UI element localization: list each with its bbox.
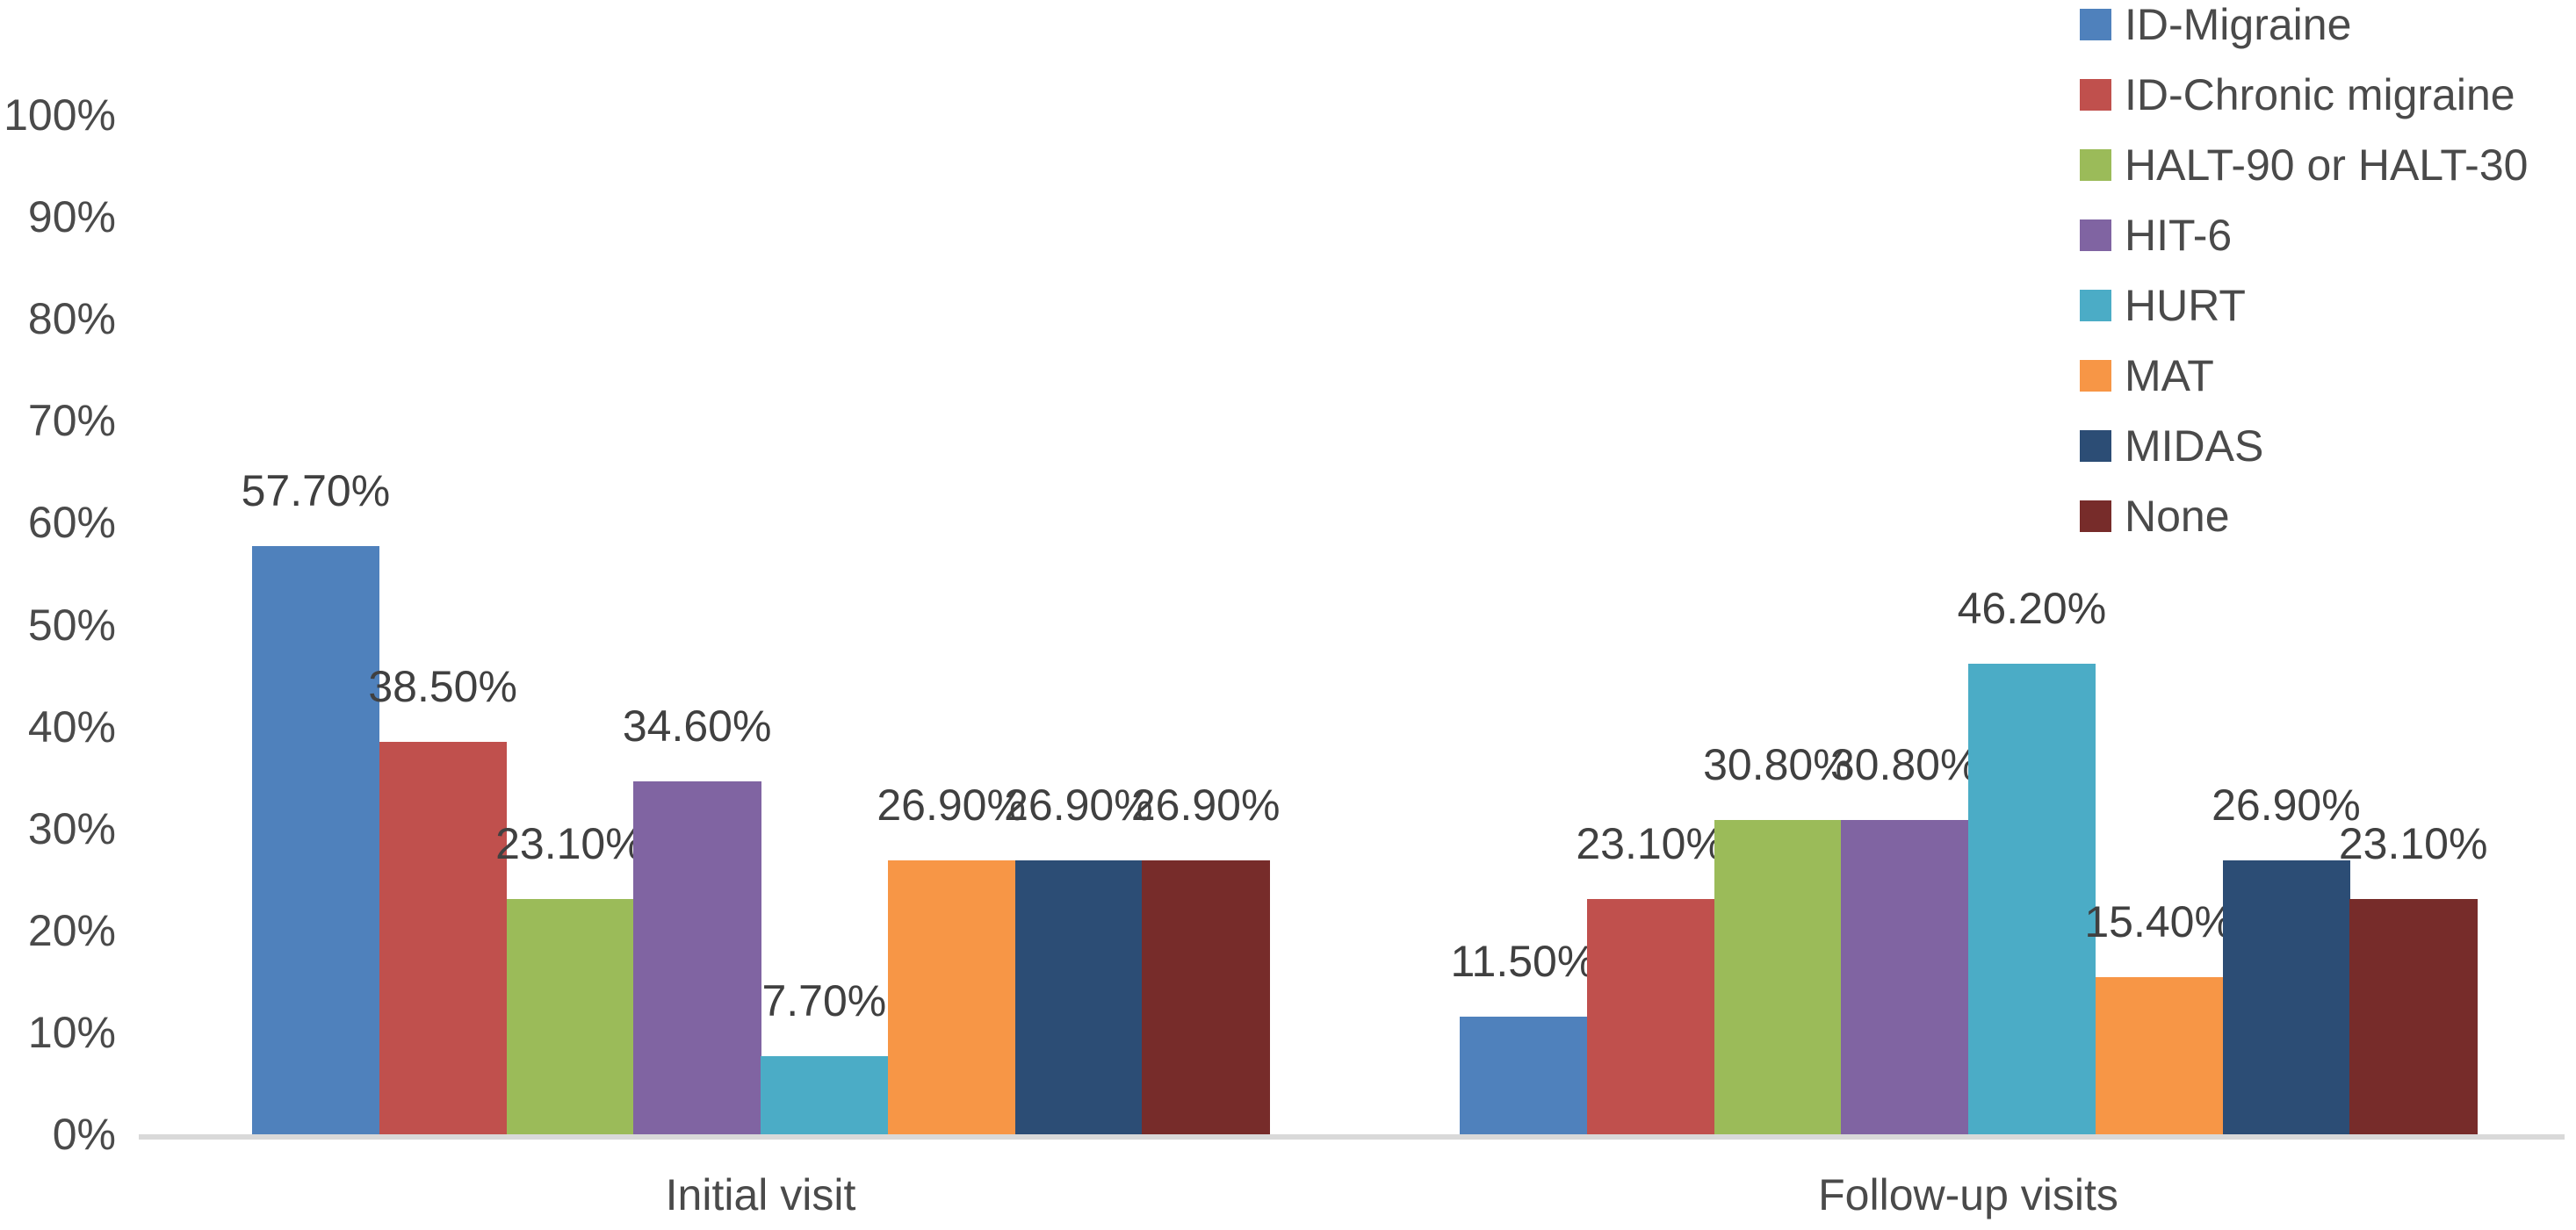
bar-none	[1142, 860, 1270, 1134]
bar-mat	[887, 860, 1015, 1134]
legend-item-id-chronic-migraine: ID-Chronic migraine	[2080, 73, 2515, 117]
legend-item-mat: MAT	[2080, 354, 2214, 398]
bar-halt-90-or-halt-30	[506, 898, 634, 1134]
legend-item-none: None	[2080, 494, 2230, 538]
legend-item-hit-6: HIT-6	[2080, 213, 2232, 257]
bar-id-chronic-migraine	[1586, 898, 1714, 1134]
y-tick-label: 90%	[27, 192, 116, 242]
legend-label: HIT-6	[2125, 211, 2233, 260]
category-label: Follow-up visits	[1818, 1170, 2118, 1219]
y-tick-label: 60%	[27, 498, 116, 548]
y-tick-label: 100%	[4, 90, 116, 140]
legend-item-midas: MIDAS	[2080, 424, 2263, 468]
data-label: 26.90%	[1130, 780, 1281, 830]
legend-item-id-migraine: ID-Migraine	[2080, 3, 2351, 47]
data-label: 11.50%	[1450, 937, 1597, 987]
data-label: 38.50%	[368, 662, 517, 711]
bar-hurt	[1968, 663, 2096, 1134]
legend-item-halt-90-or-halt-30: HALT-90 or HALT-30	[2080, 143, 2528, 187]
legend-label: MAT	[2125, 351, 2214, 400]
legend-label: HURT	[2125, 281, 2246, 330]
data-label: 46.20%	[1957, 583, 2107, 633]
legend-swatch-icon	[2080, 500, 2111, 532]
y-tick-label: 50%	[27, 600, 116, 650]
y-tick-label: 30%	[27, 803, 116, 853]
legend-swatch-icon	[2080, 290, 2111, 321]
x-axis-line	[139, 1134, 2565, 1140]
legend-label: ID-Migraine	[2125, 0, 2352, 49]
legend-swatch-icon	[2080, 149, 2111, 181]
data-label: 26.90%	[877, 780, 1026, 830]
data-label: 23.10%	[1576, 818, 1725, 868]
bar-id-chronic-migraine	[379, 742, 507, 1134]
data-label: 7.70%	[761, 975, 887, 1025]
data-label: 23.10%	[495, 818, 645, 868]
bar-id-migraine	[252, 546, 380, 1134]
bar-midas	[1014, 860, 1143, 1134]
data-label: 57.70%	[241, 466, 391, 516]
y-tick-label: 80%	[27, 294, 116, 344]
bar-id-migraine	[1460, 1017, 1588, 1134]
legend-label: None	[2125, 492, 2230, 541]
bar-midas	[2222, 860, 2350, 1134]
legend-swatch-icon	[2080, 219, 2111, 251]
legend-swatch-icon	[2080, 360, 2111, 392]
category-label: Initial visit	[665, 1170, 856, 1219]
legend-label: HALT-90 or HALT-30	[2125, 140, 2529, 190]
bar-mat	[2095, 977, 2223, 1134]
data-label: 30.80%	[1703, 740, 1852, 790]
data-label: 15.40%	[2084, 897, 2233, 947]
legend-swatch-icon	[2080, 9, 2111, 40]
data-label: 30.80%	[1829, 740, 1980, 790]
bar-none	[2349, 898, 2478, 1134]
legend-item-hurt: HURT	[2080, 284, 2246, 327]
data-label: 23.10%	[2338, 818, 2488, 868]
y-tick-label: 20%	[27, 905, 116, 955]
y-tick-label: 0%	[52, 1110, 116, 1159]
legend-label: MIDAS	[2125, 421, 2264, 471]
data-label: 26.90%	[1004, 780, 1153, 830]
legend-label: ID-Chronic migraine	[2125, 70, 2515, 119]
y-tick-label: 40%	[27, 701, 116, 752]
bar-hit-6	[1841, 820, 1969, 1134]
data-label: 34.60%	[622, 701, 772, 752]
data-label: 26.90%	[2212, 780, 2361, 830]
y-tick-label: 70%	[27, 396, 116, 446]
legend-swatch-icon	[2080, 79, 2111, 111]
legend-swatch-icon	[2080, 430, 2111, 462]
bar-hurt	[761, 1055, 889, 1134]
y-tick-label: 10%	[27, 1007, 116, 1057]
bar-halt-90-or-halt-30	[1714, 820, 1842, 1134]
bar-hit-6	[633, 781, 761, 1134]
